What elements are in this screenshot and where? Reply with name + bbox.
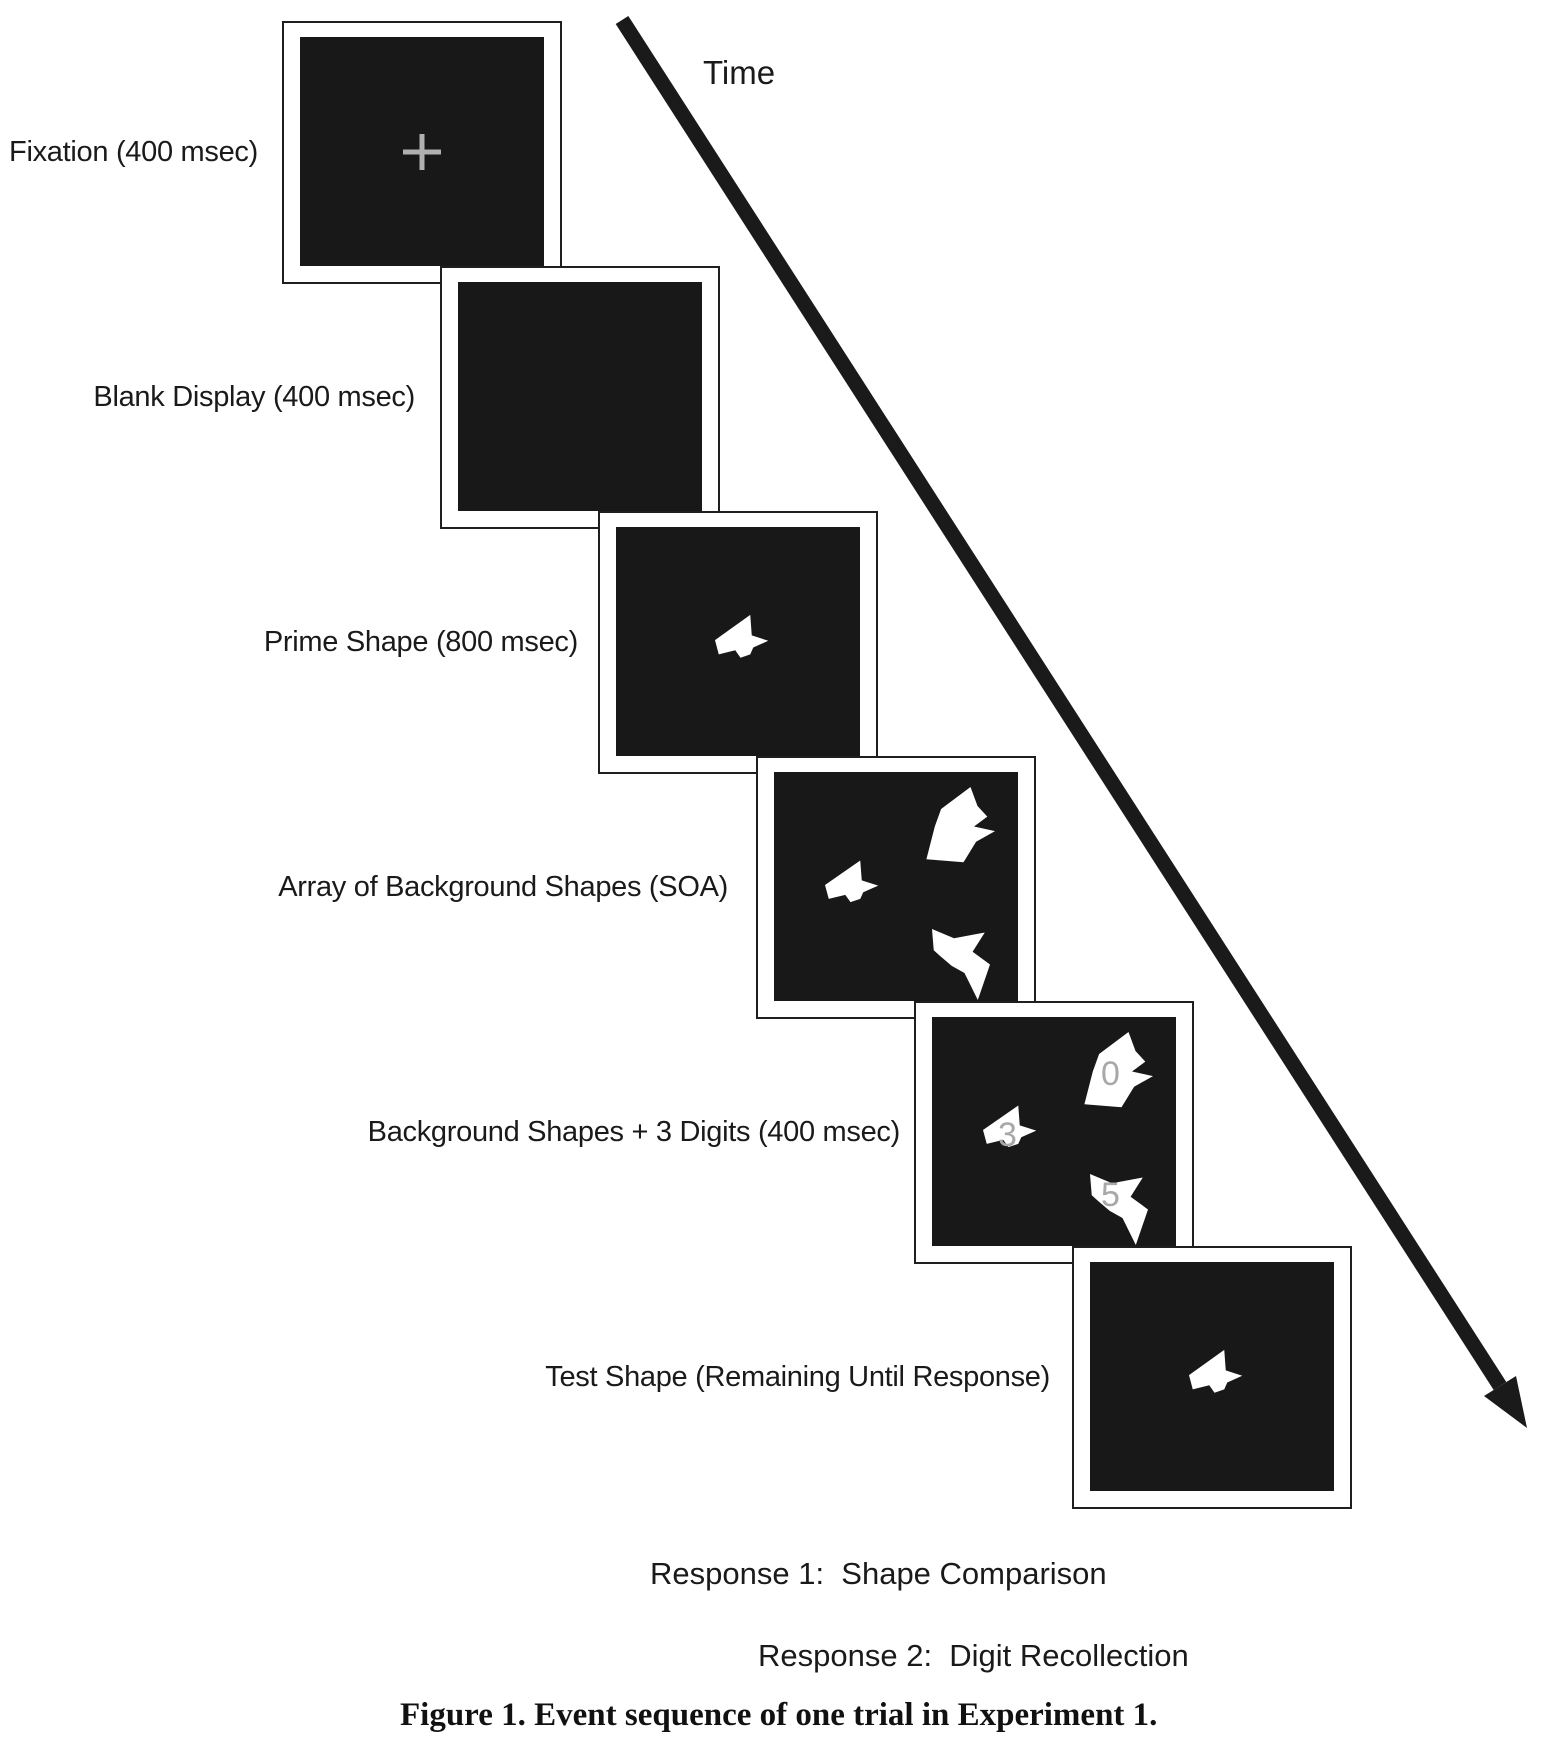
label-fixation: Fixation (400 msec) bbox=[9, 136, 258, 168]
background-shape-arrow bbox=[971, 1093, 1046, 1159]
background-shape-arrow bbox=[813, 848, 888, 914]
label-test-shape: Test Shape (Remaining Until Response) bbox=[545, 1361, 1050, 1393]
response-1-text: Response 1: Shape Comparison bbox=[650, 1556, 1107, 1591]
blank-screen bbox=[458, 282, 702, 511]
label-background-array: Array of Background Shapes (SOA) bbox=[278, 871, 728, 903]
digit-5: 5 bbox=[1101, 1176, 1120, 1214]
prime-shape bbox=[703, 602, 778, 670]
label-blank-display: Blank Display (400 msec) bbox=[93, 381, 415, 413]
label-shapes-plus-digits: Background Shapes + 3 Digits (400 msec) bbox=[367, 1116, 901, 1148]
background-shape-bird bbox=[1090, 1174, 1148, 1245]
time-label: Time bbox=[703, 54, 776, 91]
test-shape bbox=[1177, 1337, 1252, 1405]
digits-screen: 0 3 5 bbox=[932, 1017, 1176, 1246]
figure-caption: Figure 1. Event sequence of one trial in… bbox=[400, 1697, 1158, 1733]
panel-fixation bbox=[282, 21, 562, 284]
test-screen bbox=[1090, 1262, 1334, 1491]
panel-prime-shape bbox=[598, 511, 878, 774]
fixation-screen bbox=[300, 37, 544, 266]
fixation-cross-icon bbox=[403, 133, 441, 170]
background-shape-star bbox=[1083, 1032, 1153, 1108]
panel-shapes-plus-digits: 0 3 5 bbox=[914, 1001, 1194, 1264]
response-2-text: Response 2: Digit Recollection bbox=[758, 1638, 1189, 1673]
background-shape-star bbox=[925, 787, 995, 863]
label-prime-shape: Prime Shape (800 msec) bbox=[263, 626, 578, 658]
digit-0: 0 bbox=[1101, 1055, 1120, 1093]
panel-blank-display bbox=[440, 266, 720, 529]
prime-screen bbox=[616, 527, 860, 756]
panel-test-shape bbox=[1072, 1246, 1352, 1509]
array-screen bbox=[774, 772, 1018, 1001]
panel-background-array bbox=[756, 756, 1036, 1019]
background-shape-bird bbox=[932, 929, 990, 1000]
digit-3: 3 bbox=[998, 1116, 1017, 1154]
